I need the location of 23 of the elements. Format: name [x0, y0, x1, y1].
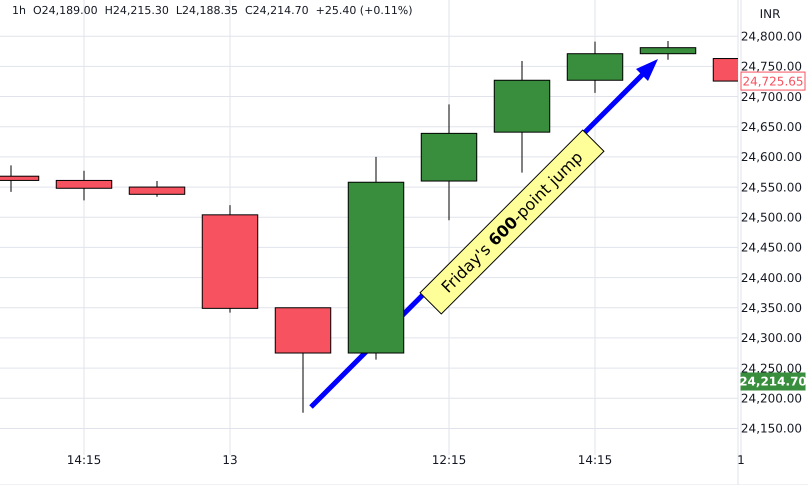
- x-tick-label: 14:15: [66, 453, 102, 467]
- x-tick-label: 12:15: [432, 453, 466, 467]
- y-tick-label: 24,700.00: [740, 90, 802, 104]
- y-tick-label: 24,650.00: [740, 120, 802, 134]
- y-tick-label: 24,300.00: [740, 331, 802, 346]
- x-tick-label: 14:15: [578, 453, 612, 467]
- y-tick-label: 24,250.00: [740, 361, 802, 376]
- annotation: 24,725.65: [742, 74, 804, 88]
- y-tick-label: 24,400.00: [740, 270, 802, 285]
- y-tick-label: 24,600.00: [740, 150, 802, 164]
- y-tick-label: 24,450.00: [740, 240, 802, 255]
- y-tick-label: 24,350.00: [740, 300, 802, 315]
- y-tick-label: 24,800.00: [740, 29, 802, 44]
- y-tick-label: 24,200.00: [740, 391, 802, 406]
- y-tick-label: 24,150.00: [740, 422, 802, 436]
- text: 24,214.70: [739, 374, 807, 389]
- y-axis-title: INR: [760, 7, 780, 21]
- y-tick-label: 24,500.00: [740, 210, 802, 224]
- y-tick-label: 24,550.00: [740, 180, 802, 194]
- chart-title: 1h O24,189.00 H24,215.30 L24,188.35 C24,214.70 +25.40 (+0.11%): [12, 4, 413, 17]
- x-tick-label: 13: [222, 453, 238, 467]
- x-tick-label: 1: [737, 453, 745, 467]
- y-tick-label: 24,750.00: [740, 60, 802, 74]
